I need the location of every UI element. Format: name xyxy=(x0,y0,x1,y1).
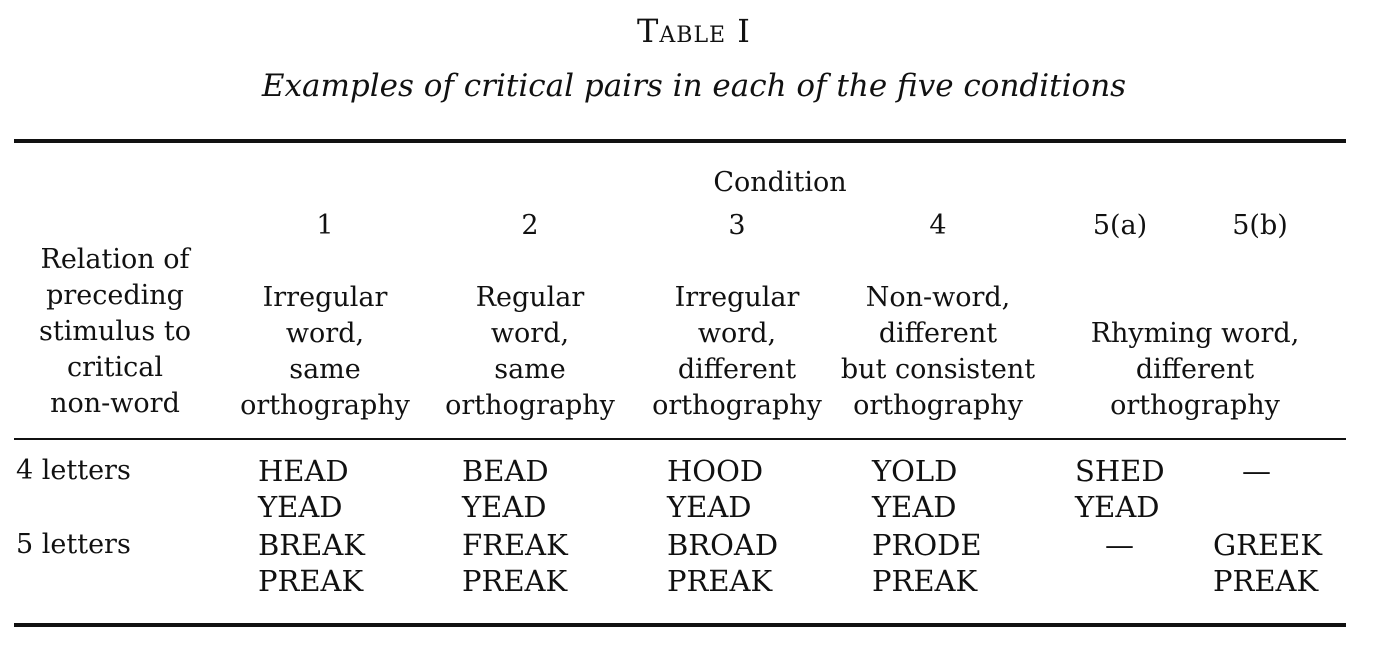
table-cell: BROAD PREAK xyxy=(667,528,779,598)
column-number-1: 1 xyxy=(316,210,334,241)
table-cell: HEAD YEAD xyxy=(258,454,349,524)
column-number-3: 3 xyxy=(728,210,746,241)
table-cell: — xyxy=(1242,454,1271,488)
column-heading-4: Non-word, different but consistent ortho… xyxy=(840,282,1036,421)
table-cell: YOLD YEAD xyxy=(872,454,958,524)
column-heading-3: Irregular word, different orthography xyxy=(652,282,822,421)
row-label-4-letters: 4 letters xyxy=(16,455,131,486)
table-cell: BREAK PREAK xyxy=(258,528,365,598)
stub-heading: Relation of preceding stimulus to critic… xyxy=(39,244,191,419)
table-title: Table I xyxy=(637,12,751,50)
table-cell: — xyxy=(1105,528,1134,562)
table-cell: GREEK PREAK xyxy=(1213,528,1323,598)
bottom-rule xyxy=(14,623,1346,627)
column-number-4: 4 xyxy=(929,210,947,241)
row-label-5-letters: 5 letters xyxy=(16,529,131,560)
column-heading-5: Rhyming word, different orthography xyxy=(1090,318,1300,421)
column-number-5a: 5(a) xyxy=(1092,210,1148,241)
table-cell: PRODE PREAK xyxy=(872,528,982,598)
table-caption: Examples of critical pairs in each of th… xyxy=(261,68,1127,104)
column-number-5b: 5(b) xyxy=(1232,210,1288,241)
top-rule xyxy=(14,139,1346,143)
table-cell: BEAD YEAD xyxy=(462,454,549,524)
condition-spanner: Condition xyxy=(713,167,847,198)
table-cell: FREAK PREAK xyxy=(462,528,568,598)
column-heading-2: Regular word, same orthography xyxy=(445,282,615,421)
column-number-2: 2 xyxy=(521,210,539,241)
table-cell: SHED YEAD xyxy=(1075,454,1165,524)
column-heading-1: Irregular word, same orthography xyxy=(240,282,410,421)
table-cell: HOOD YEAD xyxy=(667,454,764,524)
header-rule xyxy=(14,438,1346,440)
